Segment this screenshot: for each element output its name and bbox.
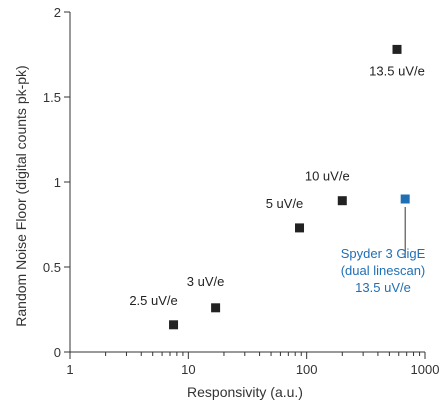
y-tick-label: 2 xyxy=(54,5,61,20)
data-point-label: 2.5 uV/e xyxy=(129,293,177,308)
data-point xyxy=(295,223,305,233)
highlight-annotation: Spyder 3 GigE (dual linescan) 13.5 uV/e xyxy=(341,194,426,295)
data-point xyxy=(337,196,347,206)
x-tick-label: 100 xyxy=(296,362,318,377)
data-point xyxy=(211,303,221,313)
y-axis-label: Random Noise Floor (digital counts pk-pk… xyxy=(13,65,29,326)
data-point-label: 13.5 uV/e xyxy=(369,63,425,78)
data-points xyxy=(169,44,402,330)
y-tick-label: 1 xyxy=(54,175,61,190)
data-point-label: 10 uV/e xyxy=(305,169,350,184)
highlight-label-line: (dual linescan) xyxy=(341,263,426,278)
highlight-label-line: 13.5 uV/e xyxy=(355,280,411,295)
data-point-label: 3 uV/e xyxy=(187,274,225,289)
x-axis-label: Responsivity (a.u.) xyxy=(187,384,303,400)
highlight-label-line: Spyder 3 GigE xyxy=(341,246,426,261)
x-tick-label: 1 xyxy=(66,362,73,377)
data-point xyxy=(392,44,402,54)
point-labels: 2.5 uV/e 3 uV/e 5 uV/e10 uV/e 13.5 uV/e xyxy=(129,63,425,307)
x-tick-label: 10 xyxy=(181,362,195,377)
data-point xyxy=(169,320,179,330)
x-tick-label: 1000 xyxy=(411,362,440,377)
y-tick-label: 1.5 xyxy=(43,90,61,105)
y-tick-label: 0.5 xyxy=(43,260,61,275)
data-point-label: 5 uV/e xyxy=(266,196,304,211)
highlight-point xyxy=(400,194,410,204)
y-tick-label: 0 xyxy=(54,345,61,360)
axis-ticks: 0 0.5 1 1.5 2 1 10 100 1000 xyxy=(43,5,440,377)
